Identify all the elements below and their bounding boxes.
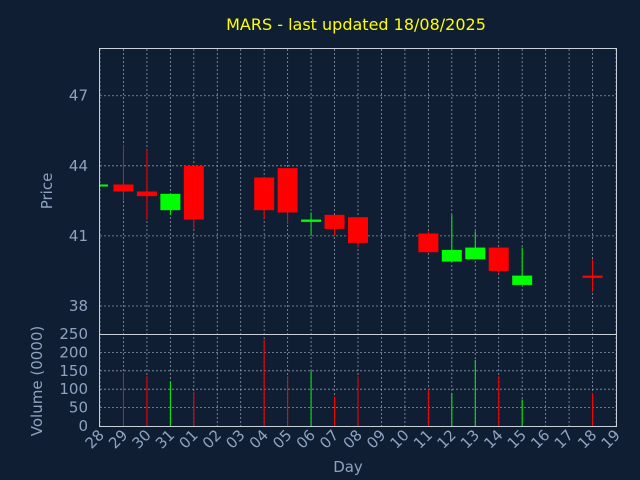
candle-body [160, 193, 181, 211]
price-tick-label: 44 [69, 157, 88, 175]
candle-body [512, 275, 533, 285]
volume-bar [474, 359, 476, 426]
candle-body [418, 233, 439, 253]
price-tick-label: 47 [69, 87, 88, 105]
volume-bar [427, 389, 429, 426]
candle-body [324, 214, 345, 229]
candle-body [348, 217, 368, 243]
candle-body [183, 165, 204, 220]
candle-body [100, 184, 108, 187]
price-tick-label: 41 [69, 227, 88, 245]
candle-body [582, 275, 603, 278]
volume-bar [263, 339, 265, 426]
volume-bar [146, 376, 148, 426]
candle-body [113, 184, 134, 192]
candle-body [441, 249, 462, 262]
volume-tick-label: 100 [59, 380, 88, 398]
volume-bar [451, 392, 453, 426]
price-tick-label: 38 [69, 297, 88, 315]
volume-bar [287, 376, 289, 426]
volume-bars [122, 339, 594, 426]
candle-body [301, 219, 322, 222]
volume-bar [169, 381, 171, 426]
candle-body [277, 168, 298, 213]
candle-body [254, 177, 275, 211]
volume-tick-label: 50 [69, 399, 88, 417]
volume-bar [310, 370, 312, 426]
volume-bar [122, 372, 124, 426]
volume-bar [521, 399, 523, 426]
volume-bar [334, 396, 336, 426]
grid-layer [99, 49, 617, 426]
volume-tick-label: 150 [59, 362, 88, 380]
chart-title: MARS - last updated 18/08/2025 [226, 15, 486, 34]
volume-tick-label: 200 [59, 343, 88, 361]
volume-bar [193, 392, 195, 426]
candle-body [465, 247, 486, 260]
candles [100, 144, 603, 292]
volume-bar [592, 392, 594, 426]
price-axis-label: Price [38, 173, 56, 210]
volume-tick-label: 250 [59, 325, 88, 343]
volume-bar [498, 376, 500, 426]
candle-body [488, 247, 509, 271]
volume-axis-label: Volume (0000) [28, 326, 46, 436]
volume-tick-label: 0 [78, 417, 88, 435]
volume-panel-frame [99, 334, 617, 427]
volume-bar [357, 376, 359, 426]
x-axis-label: Day [333, 458, 363, 476]
candle-body [136, 191, 157, 197]
